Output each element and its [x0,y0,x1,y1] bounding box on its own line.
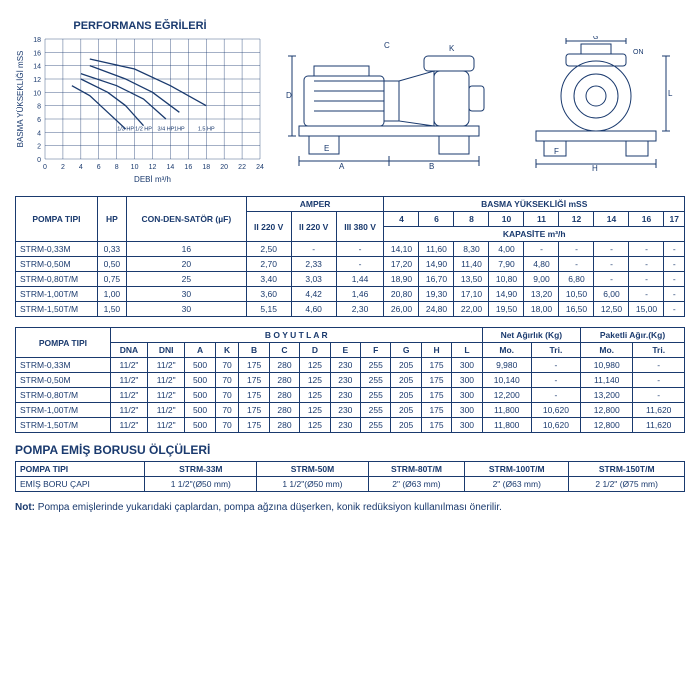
svg-text:1/2 HP: 1/2 HP [135,126,152,132]
svg-text:ON: ON [633,49,644,56]
svg-text:3/4 HP: 3/4 HP [158,126,175,132]
svg-text:16: 16 [33,50,41,57]
dimensions-table: POMPA TIPIB O Y U T L A RNet Ağırlık (Kg… [15,327,685,433]
svg-text:12: 12 [33,77,41,84]
svg-text:DEBİ m³/h: DEBİ m³/h [134,175,171,184]
chart-title: PERFORMANS EĞRİLERİ [15,20,265,32]
technical-diagrams: A B D K C E H G L F [275,20,685,186]
svg-text:8: 8 [37,104,41,111]
svg-text:1.5 HP: 1.5 HP [198,126,215,132]
svg-text:10: 10 [131,164,139,171]
svg-text:0: 0 [43,164,47,171]
svg-text:2: 2 [37,144,41,151]
svg-text:G: G [593,36,598,41]
svg-text:10: 10 [33,90,41,97]
svg-text:6: 6 [97,164,101,171]
performance-chart: PERFORMANS EĞRİLERİ 02468101214161820222… [15,20,265,186]
svg-text:14: 14 [33,64,41,71]
svg-text:6: 6 [37,117,41,124]
note-text: Pompa emişlerinde yukarıdaki çaplardan, … [35,502,502,513]
pump-front-view: H G L F ON [516,36,676,171]
svg-text:8: 8 [115,164,119,171]
svg-text:18: 18 [202,164,210,171]
note-prefix: Not: [15,502,35,513]
svg-text:K: K [449,44,455,53]
svg-text:1/3 HP: 1/3 HP [117,126,134,132]
svg-text:12: 12 [149,164,157,171]
svg-text:L: L [668,89,673,98]
svg-text:B: B [429,162,434,171]
svg-text:22: 22 [238,164,246,171]
footnote: Not: Pompa emişlerinde yukarıdaki çaplar… [15,502,685,513]
svg-text:H: H [592,164,598,171]
specs-table: POMPA TIPIHPCON-DEN-SATÖR (µF)AMPERBASMA… [15,196,685,317]
top-row: PERFORMANS EĞRİLERİ 02468101214161820222… [15,20,685,186]
chart-svg: 0246810121416182022240246810121416181/3 … [15,34,265,184]
svg-text:BASMA YÜKSEKLİĞİ mSS: BASMA YÜKSEKLİĞİ mSS [16,51,25,148]
svg-text:14: 14 [167,164,175,171]
svg-text:F: F [554,147,559,156]
section-title: POMPA EMİŞ BORUSU ÖLÇÜLERİ [15,443,685,457]
svg-text:24: 24 [256,164,264,171]
svg-text:4: 4 [37,130,41,137]
svg-text:E: E [324,144,329,153]
svg-text:16: 16 [184,164,192,171]
svg-text:D: D [286,91,292,100]
pump-side-view: A B D K C E [284,36,494,171]
svg-text:A: A [339,162,345,171]
svg-text:1HP: 1HP [174,126,185,132]
svg-text:0: 0 [37,157,41,164]
svg-text:18: 18 [33,37,41,44]
svg-text:4: 4 [79,164,83,171]
svg-text:2: 2 [61,164,65,171]
svg-text:20: 20 [220,164,228,171]
pipe-table: POMPA TIPISTRM-33MSTRM-50MSTRM-80T/MSTRM… [15,461,685,492]
svg-text:C: C [384,41,390,50]
